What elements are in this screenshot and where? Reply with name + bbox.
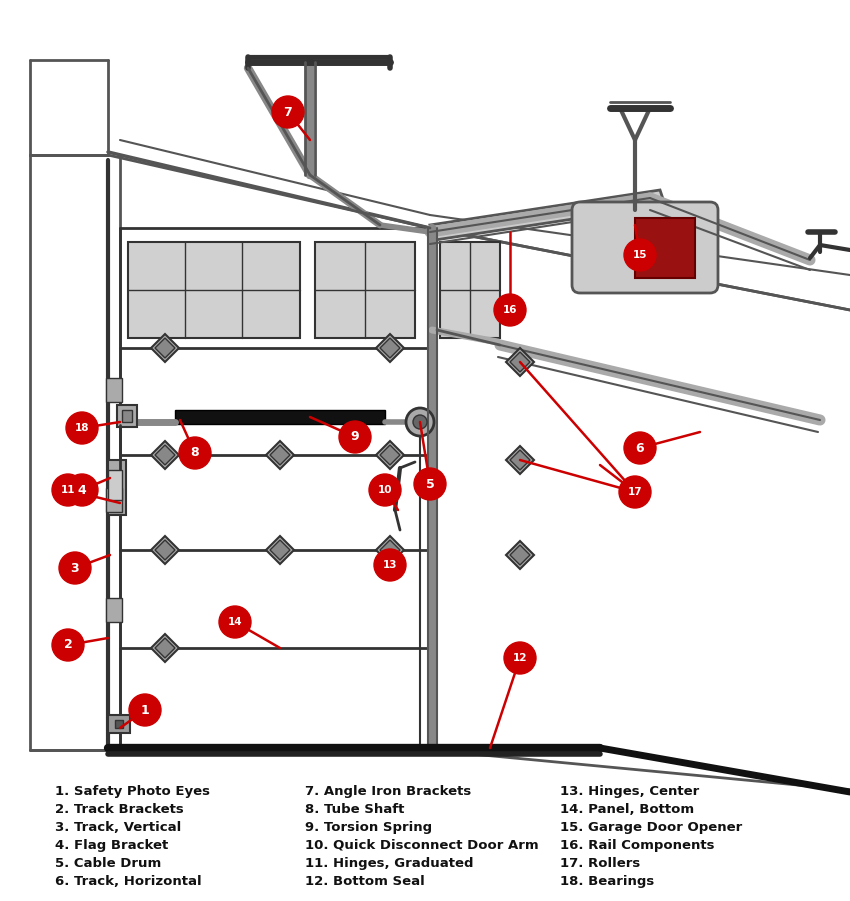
- Text: 13. Hinges, Center: 13. Hinges, Center: [560, 785, 700, 798]
- Polygon shape: [510, 352, 530, 372]
- Polygon shape: [380, 540, 400, 560]
- Circle shape: [52, 474, 84, 506]
- Text: 17. Rollers: 17. Rollers: [560, 857, 640, 870]
- Circle shape: [406, 408, 434, 436]
- Bar: [106, 488, 122, 512]
- Bar: [106, 598, 122, 622]
- Polygon shape: [155, 540, 175, 560]
- Text: 18. Bearings: 18. Bearings: [560, 875, 654, 888]
- Circle shape: [339, 421, 371, 453]
- Text: 7: 7: [284, 105, 292, 119]
- Bar: [115, 720, 123, 728]
- Text: 5: 5: [426, 478, 434, 490]
- Polygon shape: [155, 338, 175, 358]
- Text: 17: 17: [627, 487, 643, 497]
- Circle shape: [624, 239, 656, 271]
- Polygon shape: [430, 190, 665, 240]
- Text: 14: 14: [228, 617, 242, 627]
- Polygon shape: [151, 634, 179, 662]
- Bar: [440, 242, 500, 338]
- Bar: [106, 378, 122, 402]
- Polygon shape: [266, 441, 294, 469]
- Polygon shape: [270, 540, 290, 560]
- Text: 11: 11: [60, 485, 76, 495]
- Circle shape: [504, 642, 536, 674]
- Text: 15. Garage Door Opener: 15. Garage Door Opener: [560, 821, 742, 834]
- Text: 2: 2: [64, 639, 72, 651]
- Text: 10. Quick Disconnect Door Arm: 10. Quick Disconnect Door Arm: [305, 839, 539, 852]
- Bar: [122, 410, 132, 422]
- Bar: [175, 410, 385, 424]
- Polygon shape: [380, 445, 400, 465]
- Polygon shape: [155, 638, 175, 658]
- Circle shape: [179, 437, 211, 469]
- Bar: [117, 405, 137, 427]
- Text: 3: 3: [71, 561, 79, 575]
- Polygon shape: [380, 338, 400, 358]
- Polygon shape: [376, 536, 404, 564]
- Text: 6. Track, Horizontal: 6. Track, Horizontal: [55, 875, 201, 888]
- Polygon shape: [376, 334, 404, 362]
- Circle shape: [129, 694, 161, 726]
- Text: 16: 16: [502, 305, 518, 315]
- Circle shape: [494, 294, 526, 326]
- FancyBboxPatch shape: [572, 202, 718, 293]
- Circle shape: [272, 96, 304, 128]
- Polygon shape: [376, 441, 404, 469]
- Polygon shape: [506, 446, 534, 474]
- Text: 13: 13: [382, 560, 397, 570]
- Bar: [128, 242, 300, 338]
- Text: 16. Rail Components: 16. Rail Components: [560, 839, 715, 852]
- Polygon shape: [510, 450, 530, 470]
- Polygon shape: [155, 445, 175, 465]
- Polygon shape: [506, 348, 534, 376]
- Text: 4. Flag Bracket: 4. Flag Bracket: [55, 839, 168, 852]
- Polygon shape: [270, 445, 290, 465]
- Bar: [315, 242, 415, 338]
- Circle shape: [52, 629, 84, 661]
- Circle shape: [619, 476, 651, 508]
- Polygon shape: [151, 334, 179, 362]
- Text: 18: 18: [75, 423, 89, 433]
- Bar: [108, 460, 126, 515]
- Circle shape: [413, 415, 427, 429]
- Circle shape: [369, 474, 401, 506]
- Text: 12. Bottom Seal: 12. Bottom Seal: [305, 875, 425, 888]
- Text: 11. Hinges, Graduated: 11. Hinges, Graduated: [305, 857, 473, 870]
- Text: 8. Tube Shaft: 8. Tube Shaft: [305, 803, 405, 816]
- Circle shape: [66, 474, 98, 506]
- Bar: [108, 715, 130, 733]
- Polygon shape: [506, 541, 534, 569]
- Bar: [635, 218, 695, 278]
- Text: 5. Cable Drum: 5. Cable Drum: [55, 857, 162, 870]
- Circle shape: [414, 468, 446, 500]
- Polygon shape: [510, 545, 530, 565]
- Circle shape: [624, 432, 656, 464]
- Text: 9: 9: [351, 431, 360, 443]
- Circle shape: [219, 606, 251, 638]
- Bar: [108, 470, 122, 500]
- Text: 9. Torsion Spring: 9. Torsion Spring: [305, 821, 432, 834]
- Text: 10: 10: [377, 485, 392, 495]
- Circle shape: [66, 412, 98, 444]
- Text: 1. Safety Photo Eyes: 1. Safety Photo Eyes: [55, 785, 210, 798]
- Text: 2. Track Brackets: 2. Track Brackets: [55, 803, 184, 816]
- Text: 4: 4: [77, 484, 87, 496]
- Text: 6: 6: [636, 441, 644, 454]
- Circle shape: [374, 549, 406, 581]
- Text: 3. Track, Vertical: 3. Track, Vertical: [55, 821, 181, 834]
- Circle shape: [59, 552, 91, 584]
- Polygon shape: [151, 536, 179, 564]
- Text: 7. Angle Iron Brackets: 7. Angle Iron Brackets: [305, 785, 471, 798]
- Text: 14. Panel, Bottom: 14. Panel, Bottom: [560, 803, 694, 816]
- Text: 12: 12: [513, 653, 527, 663]
- Polygon shape: [266, 536, 294, 564]
- Text: 8: 8: [190, 447, 199, 460]
- Polygon shape: [151, 441, 179, 469]
- Text: 15: 15: [632, 250, 647, 260]
- Text: 1: 1: [140, 704, 150, 716]
